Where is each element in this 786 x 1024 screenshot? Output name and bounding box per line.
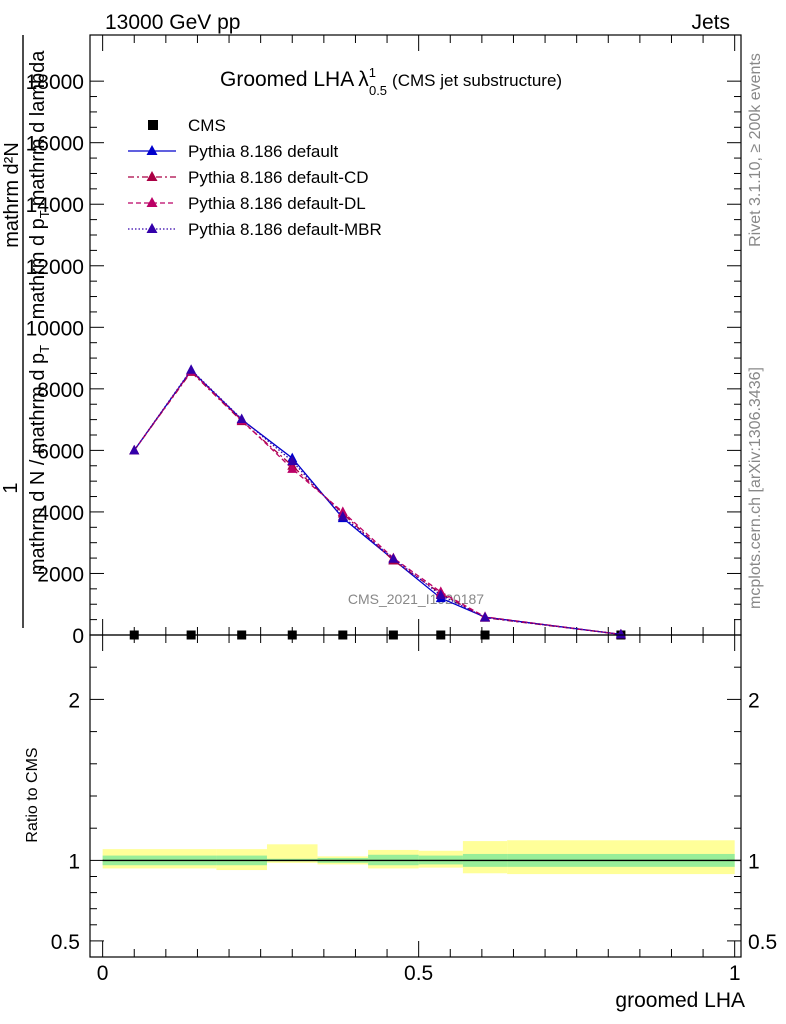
series-marker xyxy=(388,553,399,563)
legend-entry-2: Pythia 8.186 default-CD xyxy=(128,168,369,187)
series-marker xyxy=(615,628,626,639)
legend-label: Pythia 8.186 default-CD xyxy=(188,168,369,187)
rivet-label: Rivet 3.1.10, ≥ 200k events xyxy=(747,53,764,247)
main-y-axis: 0 2000 4000 6000 8000 10000 12000 14000 16000 180… xyxy=(26,71,741,648)
ratio-y-tick-label: 2 xyxy=(68,689,80,712)
series-marker xyxy=(337,511,348,521)
y-tick-label: 4000 xyxy=(37,502,84,525)
ratio-y-tick-label-right: 1 xyxy=(748,850,760,873)
y-tick-label: 0 xyxy=(72,625,84,648)
x-tick-label: 0 xyxy=(97,962,109,985)
x-tick-label: 0.5 xyxy=(404,962,433,985)
y-tick-label: 18000 xyxy=(26,71,84,94)
ylabel-line1: mathrm d²N xyxy=(1,142,23,248)
y-tick-label: 12000 xyxy=(26,256,84,279)
ylabel-line2: mathrm d N / mathrm d pT xyxy=(27,345,52,575)
y-tick-label: 16000 xyxy=(26,133,84,156)
watermark: CMS_2021_I1920187 xyxy=(348,591,484,607)
legend-marker xyxy=(146,223,158,233)
legend-label: CMS xyxy=(188,116,226,135)
header-left: 13000 GeV pp xyxy=(105,11,240,34)
series-marker xyxy=(480,611,491,622)
y-tick-label: 2000 xyxy=(37,563,84,586)
legend-entry-4: Pythia 8.186 default-MBR xyxy=(128,220,382,239)
series-4 xyxy=(129,364,626,639)
series-marker xyxy=(435,589,446,599)
legend-marker xyxy=(148,120,158,130)
ratio-xlabel: groomed LHA xyxy=(615,989,745,1012)
y-tick-label: 10000 xyxy=(26,317,84,340)
main-x-axis xyxy=(102,35,736,635)
legend-label: Pythia 8.186 default-DL xyxy=(188,194,366,213)
ratio-y-tick-label: 1 xyxy=(68,850,80,873)
legend-marker xyxy=(146,145,158,155)
legend-marker xyxy=(146,197,158,207)
main-ylabel: 1 mathrm d²N mathrm d N / mathrm d pT ma… xyxy=(0,35,52,628)
series-marker xyxy=(186,364,197,374)
ratio-x-axis: 0 0.5 1 xyxy=(97,635,741,985)
series-marker xyxy=(287,455,298,466)
outer-band xyxy=(266,844,318,863)
ratio-y-axis: 0.5 0.5 1 1 2 2 xyxy=(51,666,777,954)
legend-entry-0: CMS xyxy=(148,116,226,135)
legend-entry-3: Pythia 8.186 default-DL xyxy=(128,194,366,213)
y-tick-label: 14000 xyxy=(26,194,84,217)
ratio-ylabel: Ratio to CMS xyxy=(24,747,41,842)
legend-marker xyxy=(146,171,158,181)
ylabel-numerator: 1 xyxy=(0,482,22,493)
ratio-y-tick-label-right: 0.5 xyxy=(748,931,777,954)
legend: CMS Pythia 8.186 default Pythia 8.186 defa… xyxy=(128,116,382,239)
x-tick-label: 1 xyxy=(729,962,741,985)
y-tick-label: 8000 xyxy=(37,379,84,402)
ratio-panel-frame xyxy=(89,634,742,958)
ylabel-line3: mathrm d pTmathrm d lambda xyxy=(27,50,52,320)
ratio-y-tick-label-right: 2 xyxy=(748,689,760,712)
legend-label: Pythia 8.186 default xyxy=(188,142,339,161)
mcplots-label: mcplots.cern.ch [arXiv:1306.3436] xyxy=(747,367,764,609)
legend-entry-1: Pythia 8.186 default xyxy=(128,142,339,161)
series-marker xyxy=(236,413,247,423)
series-marker xyxy=(129,444,140,455)
ratio-y-tick-label: 0.5 xyxy=(51,931,80,954)
ratio-bands xyxy=(102,840,735,875)
y-tick-label: 6000 xyxy=(37,440,84,463)
legend-label: Pythia 8.186 default-MBR xyxy=(188,220,382,239)
chart-title: Groomed LHA λ1 0.5(CMS jet substructure) xyxy=(220,65,562,98)
series-marker xyxy=(287,463,298,473)
header-right: Jets xyxy=(691,11,730,34)
